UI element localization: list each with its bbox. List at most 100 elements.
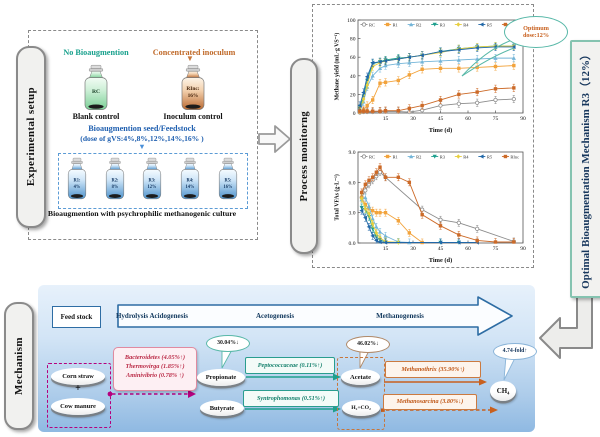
ch4-increase-callout: 4.74-fold↑ [493,343,537,360]
butyrate-node: Butyrate [200,400,244,416]
methanogen-substrates-box [337,357,385,430]
seed-title: Bioaugmention seed/Feedstock [88,124,196,133]
svg-text:RInc: RInc [510,154,519,159]
bottle-label: R2: [112,179,119,184]
svg-text:R2: R2 [416,22,421,27]
stage-arrow [117,296,513,336]
bottle-label: R4: [187,179,194,184]
bottle-dose: 8% [112,185,119,190]
optimum-callout-tail [461,39,515,77]
svg-text:R1: R1 [393,154,398,159]
svg-text:R3: R3 [440,22,446,27]
bottle-dose: 16% [224,185,233,190]
blank-control-caption: Blank control [72,112,120,121]
svg-text:R5: R5 [487,154,493,159]
svg-text:20: 20 [350,92,356,98]
bottle-label: RInc: [186,86,199,92]
svg-text:45: 45 [438,246,444,252]
mechanism-label: Mechanism [4,302,34,430]
bottle-label: R5: [225,179,232,184]
bottle-dose: 16% [188,93,199,99]
mechanism-panel: Feed stock Hydrolysis Acidogenesis Aceto… [38,285,537,432]
h2-co2-node: H₂+CO₂ [342,400,380,416]
svg-text:RC: RC [369,22,375,27]
methanosarcina-box: Methanosarcina (3.80%↓) [383,394,477,410]
svg-text:R4: R4 [463,154,469,159]
svg-text:90: 90 [520,246,526,252]
feedstock-box: Feed stock [52,306,101,328]
svg-text:R4: R4 [463,22,469,27]
bottle-label: R3: [149,179,156,184]
svg-text:15: 15 [383,116,389,122]
microbe-thermovirga: Thermovirga (1.85%↑) [125,363,185,371]
svg-text:R1: R1 [393,22,398,27]
bottle-dose: 12% [148,185,157,190]
svg-text:80: 80 [350,37,356,43]
concentrated-inoculum-header: Concentrated inoculum [152,48,236,57]
svg-text:15: 15 [383,246,389,252]
svg-text:60: 60 [465,246,471,252]
propionate-node: Propionate [197,369,245,386]
propionate-decrease-callout: 30.04%↓ [206,335,250,352]
plus-sign: + [75,383,81,394]
experimental-setup-label: Experimental setup [16,46,46,228]
corn-straw-node: Corn straw [51,368,105,385]
bottle-dose: 14% [186,185,195,190]
svg-text:40: 40 [350,74,356,80]
acetate-decrease-callout: 46.02%↓ [346,336,390,353]
svg-text:75: 75 [493,116,499,122]
svg-text:75: 75 [493,246,499,252]
reactor-bottle-r4: R4: 14% [180,157,200,200]
svg-text:60: 60 [350,55,356,61]
methanothrix-box: Methanothrix (35.90%↑) [385,361,481,378]
microbe-aminivibrio: Aminivibrio (0.78% ↑) [126,372,184,380]
blank-control-bottle: RC [84,64,108,110]
stage-hydrolysis-acidogenesis: Hydrolysis Acidogenesis [115,312,189,320]
svg-text:45: 45 [438,116,444,122]
svg-text:RC: RC [369,154,375,159]
svg-text:3.0: 3.0 [349,211,356,217]
cow-manure-node: Cow manure [51,398,105,415]
svg-text:0: 0 [353,111,356,117]
seed-subtitle: (dose of gVS:4%,8%,12%,14%,16% ) [80,134,204,143]
methane-yield-chart: 15 30 45 60 75 90 0 20 40 60 80 100 Time (d) Methane … [332,8,528,134]
bottle-label: RC [92,89,100,95]
ch4-node: CH₄ [490,381,516,401]
svg-text:6.0: 6.0 [349,180,356,186]
svg-text:Methane yield (mL·g VS⁻¹): Methane yield (mL·g VS⁻¹) [334,33,341,101]
reactor-bottle-r1: R1: 4% [67,157,87,200]
reactor-bottle-r2: R2: 8% [105,157,125,200]
seed-down-arrow-icon: ▼ [138,142,146,151]
reactor-bottle-r5: R5: 16% [218,157,238,200]
svg-text:100: 100 [347,18,356,24]
bottle-label: R1: [74,179,81,184]
svg-text:0.0: 0.0 [349,241,356,247]
flow-arrow-icon [258,125,291,153]
svg-text:9.0: 9.0 [349,150,356,156]
reactor-bottle-r3: R3: 12% [142,157,162,200]
bottles-caption: Bioaugmention with psychrophilic methano… [47,209,237,218]
inoculum-down-arrow-icon: ▼ [186,54,194,63]
svg-text:R2: R2 [416,154,421,159]
svg-text:60: 60 [465,116,471,122]
process-monitoring-label: Process monitorng [290,58,318,254]
svg-text:Time (d): Time (d) [429,127,453,134]
mechanism-pointer-arrow-icon [539,289,593,359]
svg-text:R5: R5 [487,22,493,27]
bottle-dose: 4% [74,185,81,190]
syntrophomonas-box: Syntrophomonas (0.51%↑) [243,390,339,407]
peptococcaceae-box: Peptococcaceae (0.11%↑) [245,357,335,374]
total-vfas-chart: 15 30 45 60 75 90 0.0 3.0 6.0 9.0 Time (d) Total VF… [332,140,528,264]
inoculum-control-caption: Inoculum control [163,112,223,121]
svg-text:90: 90 [520,116,526,122]
mechanism-arrows [107,296,517,414]
microbe-bacteroidetes: Bacteroidetes (4.05%↑) [124,354,186,361]
substrates-box [47,363,111,428]
svg-text:R3: R3 [440,154,446,159]
optimum-dose-callout: Optimum dose:12% [504,16,568,48]
svg-text:30: 30 [410,116,416,122]
inoculum-control-bottle: RInc: 16% [181,64,205,110]
optimal-mechanism-banner: Optimal Bioaugmentation Mechanism R3（12%… [570,40,600,298]
no-bioaugmentation-header: No Bioaugmention [63,48,129,57]
